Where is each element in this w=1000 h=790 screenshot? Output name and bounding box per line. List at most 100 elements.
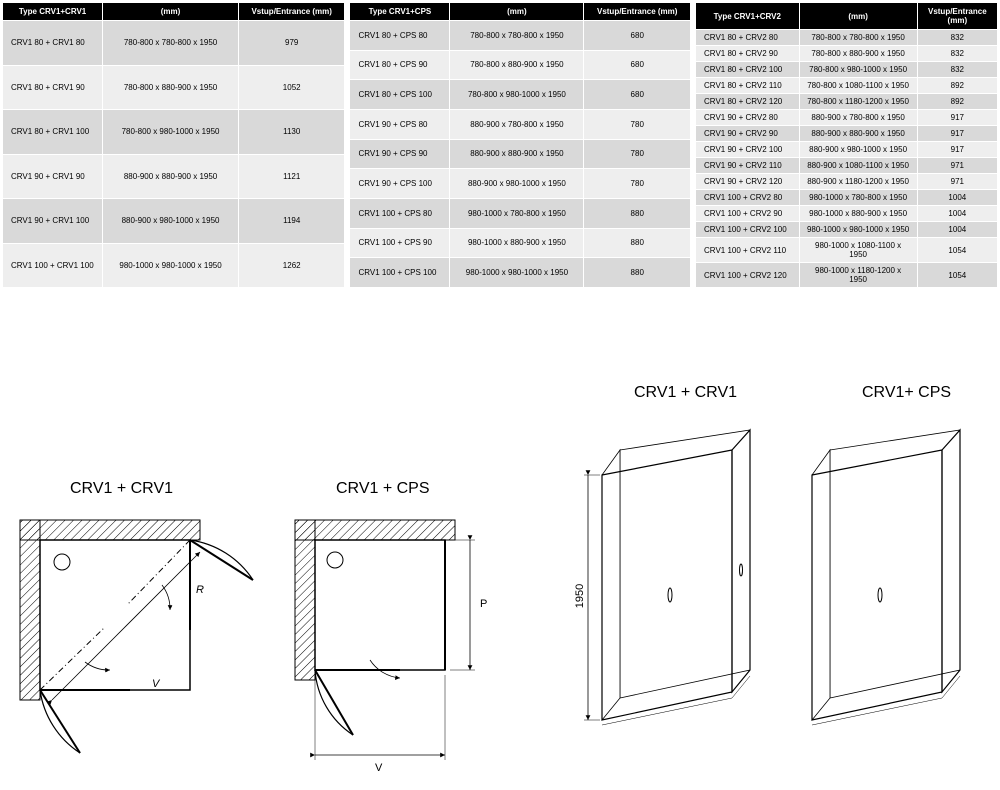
tbody-t2: CRV1 80 + CPS 80780-800 x 780-800 x 1950…	[350, 21, 690, 287]
cell: 780	[584, 140, 690, 169]
cell: 832	[918, 30, 997, 45]
cell: 780-800 x 780-800 x 1950	[800, 30, 917, 45]
cell: 1052	[239, 66, 345, 110]
table-row: CRV1 90 + CRV2 110880-900 x 1080-1100 x …	[696, 158, 997, 173]
cell: 880-900 x 880-900 x 1950	[103, 155, 238, 199]
cell: 1054	[918, 238, 997, 262]
cell: CRV1 80 + CPS 100	[350, 80, 449, 109]
cell: 971	[918, 158, 997, 173]
cell: CRV1 100 + CPS 90	[350, 229, 449, 258]
table-row: CRV1 100 + CRV2 110980-1000 x 1080-1100 …	[696, 238, 997, 262]
cell: 832	[918, 46, 997, 61]
cell: CRV1 100 + CRV2 80	[696, 190, 798, 205]
cell: 780-800 x 980-1000 x 1950	[800, 62, 917, 77]
cell: CRV1 90 + CRV2 90	[696, 126, 798, 141]
diagram-topview-crv1-crv1	[0, 500, 260, 790]
cell: CRV1 80 + CRV2 110	[696, 78, 798, 93]
cell: CRV1 80 + CRV2 120	[696, 94, 798, 109]
cell: CRV1 90 + CRV2 100	[696, 142, 798, 157]
cell: 880-900 x 1080-1100 x 1950	[800, 158, 917, 173]
table-row: CRV1 80 + CPS 80780-800 x 780-800 x 1950…	[350, 21, 690, 50]
cell: 880	[584, 229, 690, 258]
cell: 892	[918, 94, 997, 109]
table-row: CRV1 90 + CPS 80880-900 x 780-800 x 1950…	[350, 110, 690, 139]
table-row: CRV1 90 + CRV1 100880-900 x 980-1000 x 1…	[3, 199, 344, 243]
cell: CRV1 90 + CRV2 80	[696, 110, 798, 125]
table-row: CRV1 80 + CPS 100780-800 x 980-1000 x 19…	[350, 80, 690, 109]
cell: 680	[584, 80, 690, 109]
cell: CRV1 100 + CPS 100	[350, 258, 449, 287]
cell: 780-800 x 780-800 x 1950	[450, 21, 583, 50]
cell: CRV1 80 + CRV2 100	[696, 62, 798, 77]
cell: 780	[584, 169, 690, 198]
cell: 917	[918, 110, 997, 125]
cell: 880-900 x 1180-1200 x 1950	[800, 174, 917, 189]
cell: 780-800 x 880-900 x 1950	[450, 51, 583, 80]
cell: CRV1 90 + CPS 90	[350, 140, 449, 169]
table-row: CRV1 100 + CPS 90980-1000 x 880-900 x 19…	[350, 229, 690, 258]
cell: 780-800 x 980-1000 x 1950	[103, 110, 238, 154]
cell: 1054	[918, 263, 997, 287]
cell: 880	[584, 258, 690, 287]
cell: 780-800 x 1180-1200 x 1950	[800, 94, 917, 109]
cell: 980-1000 x 880-900 x 1950	[800, 206, 917, 221]
cell: 1121	[239, 155, 345, 199]
cell: 780-800 x 980-1000 x 1950	[450, 80, 583, 109]
cell: CRV1 100 + CRV1 100	[3, 244, 102, 288]
cell: 880-900 x 880-900 x 1950	[450, 140, 583, 169]
table-crv1-crv1: Type CRV1+CRV1 (mm) Vstup/Entrance (mm) …	[2, 2, 345, 288]
th: (mm)	[800, 3, 917, 29]
table-row: CRV1 90 + CRV2 80880-900 x 780-800 x 195…	[696, 110, 997, 125]
cell: 980-1000 x 780-800 x 1950	[450, 199, 583, 228]
table-row: CRV1 90 + CPS 90880-900 x 880-900 x 1950…	[350, 140, 690, 169]
tbody-t1: CRV1 80 + CRV1 80780-800 x 780-800 x 195…	[3, 21, 344, 287]
cell: CRV1 100 + CPS 80	[350, 199, 449, 228]
table-crv1-crv2: Type CRV1+CRV2 (mm) Vstup/Entrance (mm) …	[695, 2, 998, 288]
table-crv1-cps: Type CRV1+CPS (mm) Vstup/Entrance (mm) C…	[349, 2, 691, 288]
cell: 917	[918, 126, 997, 141]
dim-p2: P	[480, 598, 487, 610]
cell: 680	[584, 21, 690, 50]
table-row: CRV1 80 + CRV1 80780-800 x 780-800 x 195…	[3, 21, 344, 65]
th: Type CRV1+CPS	[350, 3, 449, 20]
th: Vstup/Entrance (mm)	[239, 3, 345, 20]
cell: CRV1 80 + CPS 80	[350, 21, 449, 50]
table-row: CRV1 100 + CRV1 100980-1000 x 980-1000 x…	[3, 244, 344, 288]
cell: CRV1 90 + CRV2 110	[696, 158, 798, 173]
diagrams-area: CRV1 + CRV1 CRV1+ CPS CRV1 + CRV1 CRV1 +…	[0, 380, 1000, 787]
diagram-title-1: CRV1 + CRV1	[70, 480, 173, 498]
dim-v1: V	[152, 678, 159, 690]
dim-r1: R	[196, 584, 204, 596]
dim-height: 1950	[574, 584, 586, 608]
cell: CRV1 90 + CPS 80	[350, 110, 449, 139]
th: Vstup/Entrance (mm)	[918, 3, 997, 29]
cell: 880-900 x 980-1000 x 1950	[103, 199, 238, 243]
table-row: CRV1 80 + CRV2 120780-800 x 1180-1200 x …	[696, 94, 997, 109]
cell: 880-900 x 880-900 x 1950	[800, 126, 917, 141]
cell: 780-800 x 1080-1100 x 1950	[800, 78, 917, 93]
table-row: CRV1 80 + CRV2 110780-800 x 1080-1100 x …	[696, 78, 997, 93]
cell: 1004	[918, 190, 997, 205]
cell: CRV1 80 + CRV2 90	[696, 46, 798, 61]
cell: 780-800 x 880-900 x 1950	[103, 66, 238, 110]
cell: 980-1000 x 880-900 x 1950	[450, 229, 583, 258]
cell: 780-800 x 780-800 x 1950	[103, 21, 238, 65]
th: Vstup/Entrance (mm)	[584, 3, 690, 20]
cell: 780-800 x 880-900 x 1950	[800, 46, 917, 61]
cell: CRV1 80 + CRV1 80	[3, 21, 102, 65]
cell: 1130	[239, 110, 345, 154]
tables-row: Type CRV1+CRV1 (mm) Vstup/Entrance (mm) …	[0, 0, 1000, 290]
diagram-3d-crv1-cps	[790, 420, 1000, 750]
table-row: CRV1 100 + CRV2 120980-1000 x 1180-1200 …	[696, 263, 997, 287]
cell: 892	[918, 78, 997, 93]
cell: 917	[918, 142, 997, 157]
table-row: CRV1 80 + CPS 90780-800 x 880-900 x 1950…	[350, 51, 690, 80]
cell: CRV1 100 + CRV2 90	[696, 206, 798, 221]
table-row: CRV1 100 + CRV2 90980-1000 x 880-900 x 1…	[696, 206, 997, 221]
cell: CRV1 100 + CRV2 110	[696, 238, 798, 262]
table-row: CRV1 100 + CPS 100980-1000 x 980-1000 x …	[350, 258, 690, 287]
cell: 980-1000 x 980-1000 x 1950	[103, 244, 238, 288]
cell: 980-1000 x 980-1000 x 1950	[800, 222, 917, 237]
table-row: CRV1 80 + CRV2 100780-800 x 980-1000 x 1…	[696, 62, 997, 77]
th: Type CRV1+CRV2	[696, 3, 798, 29]
